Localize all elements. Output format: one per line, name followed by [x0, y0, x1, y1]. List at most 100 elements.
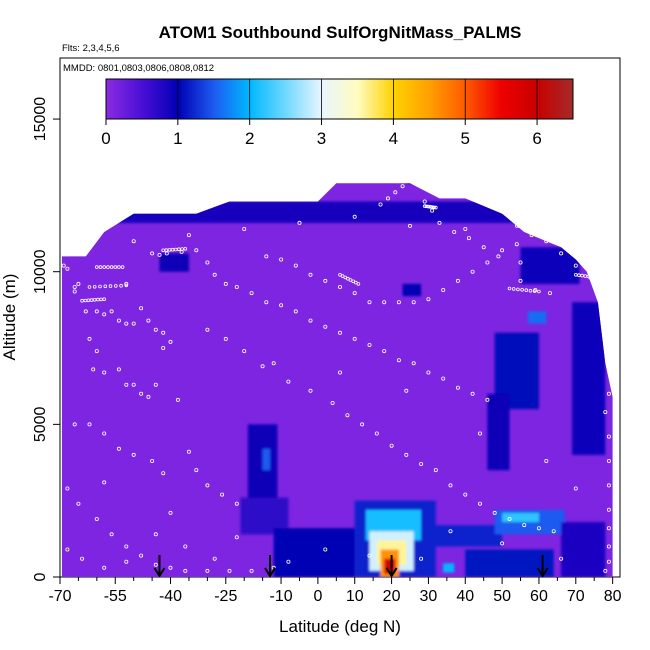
flight-point	[106, 265, 110, 269]
flight-point	[514, 224, 519, 228]
flight-point	[102, 370, 107, 375]
flight-point	[470, 269, 475, 274]
flight-point	[150, 458, 155, 463]
flight-point	[98, 265, 103, 269]
flight-point	[102, 265, 106, 269]
flight-point	[367, 342, 372, 347]
flight-point	[596, 275, 600, 280]
flight-point	[205, 327, 210, 332]
flight-point	[91, 367, 96, 372]
flight-point	[606, 434, 611, 439]
flight-point	[286, 559, 291, 564]
flight-point	[481, 245, 486, 250]
flight-point	[520, 287, 524, 292]
flight-point	[573, 486, 578, 491]
flight-point	[382, 349, 387, 354]
flight-point	[116, 446, 121, 451]
field-cell-mid-trop-south	[247, 424, 278, 501]
flight-point	[507, 286, 512, 291]
field-cell-north-low-bright	[502, 512, 539, 523]
flight-point	[86, 298, 91, 303]
flight-point	[279, 303, 284, 308]
flight-point	[249, 568, 254, 573]
flight-point	[360, 422, 365, 427]
flight-point	[80, 556, 85, 561]
flight-point	[544, 239, 549, 244]
flight-point	[584, 263, 589, 268]
x-tick-label: -40	[159, 588, 182, 605]
flight-point	[337, 330, 342, 335]
flight-point	[168, 565, 173, 570]
flight-point	[606, 559, 611, 564]
flight-point	[264, 254, 269, 259]
flight-point	[570, 251, 575, 256]
flight-point	[87, 285, 92, 289]
flight-point	[76, 501, 81, 506]
flight-point	[411, 361, 416, 366]
flight-point	[153, 382, 158, 387]
flight-point	[516, 287, 520, 292]
flight-point	[139, 553, 144, 558]
flight-point	[562, 245, 567, 250]
flight-point	[227, 568, 232, 573]
flight-point	[234, 535, 239, 540]
x-tick-label: 40	[456, 588, 474, 605]
flight-point	[559, 556, 564, 561]
flight-point	[109, 265, 114, 269]
flight-point	[580, 273, 584, 278]
flight-point	[293, 263, 298, 268]
flight-point	[477, 501, 482, 506]
flight-point	[470, 391, 475, 396]
flight-point	[367, 300, 372, 305]
flight-point	[98, 284, 102, 289]
flight-point	[131, 239, 136, 244]
flight-point	[153, 562, 158, 567]
x-tick-label: -10	[269, 588, 292, 605]
flight-point	[441, 376, 446, 381]
flight-point	[180, 247, 184, 251]
flight-point	[466, 236, 471, 241]
flight-path-points	[61, 175, 611, 573]
flight-point	[153, 532, 158, 537]
flight-point	[116, 318, 121, 323]
flight-point	[448, 529, 453, 534]
flight-point	[441, 287, 446, 292]
field-cell-north-low-bright	[443, 563, 455, 573]
flight-point	[150, 251, 155, 256]
flight-point	[606, 367, 611, 372]
flight-point	[522, 523, 527, 528]
flight-point	[124, 382, 129, 387]
field-cell-north-low	[465, 549, 554, 577]
flight-point	[72, 284, 77, 289]
flight-point	[114, 284, 118, 288]
flight-point	[382, 300, 387, 305]
flight-point	[168, 339, 173, 344]
flight-point	[260, 364, 265, 369]
flight-point	[537, 289, 541, 294]
flight-point	[157, 252, 162, 257]
flight-point	[146, 318, 151, 323]
flight-point	[183, 568, 188, 573]
flight-point	[65, 266, 70, 271]
flight-point	[205, 568, 210, 573]
flight-point	[223, 336, 228, 341]
field-cell-upper-dark-patch	[402, 283, 422, 297]
takeoff-arrows	[153, 555, 549, 578]
flight-point	[430, 208, 435, 213]
x-tick-label: 0	[313, 588, 322, 605]
flight-point	[606, 507, 611, 512]
x-tick-label: 10	[346, 588, 364, 605]
x-tick-label: 30	[420, 588, 438, 605]
flight-point	[592, 275, 597, 280]
flight-point	[348, 278, 353, 282]
flight-point	[194, 248, 199, 253]
flight-point	[164, 248, 169, 252]
colorbar-tick-label: 4	[389, 129, 398, 148]
flight-point	[124, 321, 129, 326]
y-tick-label: 5000	[32, 406, 49, 442]
flight-point	[518, 260, 523, 265]
flight-point	[374, 431, 379, 436]
flight-point	[183, 544, 188, 549]
flight-point	[297, 220, 302, 225]
flight-point	[606, 526, 611, 531]
